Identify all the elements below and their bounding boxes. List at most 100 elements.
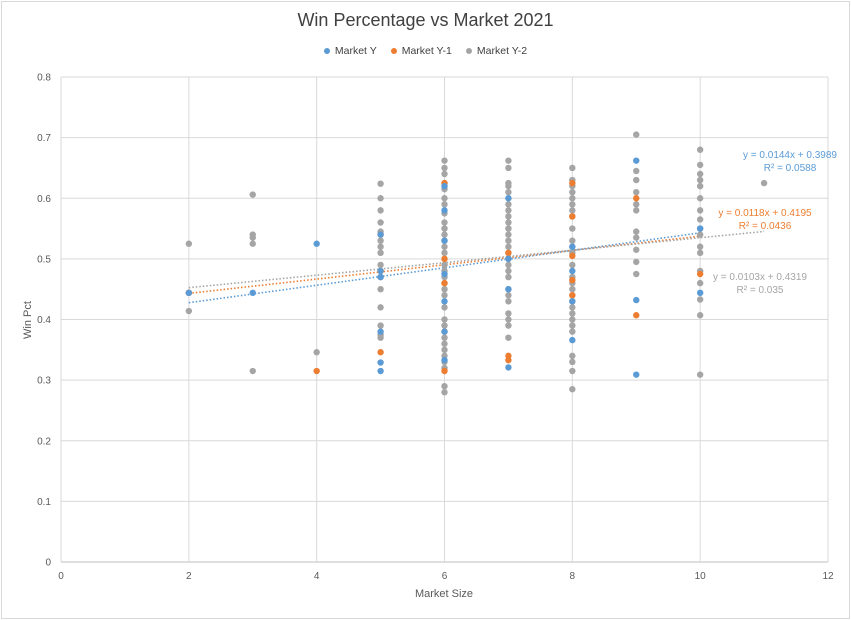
legend-marker-market-y-1 — [390, 48, 397, 54]
data-point-series-0 — [633, 371, 640, 378]
data-point-series-2 — [505, 243, 512, 250]
data-point-series-2 — [633, 167, 640, 175]
data-point-series-2 — [441, 322, 448, 329]
data-point-series-2 — [441, 157, 448, 164]
data-point-series-2 — [249, 367, 256, 375]
data-point-series-2 — [313, 349, 320, 356]
data-point-series-2 — [696, 182, 704, 190]
data-point-series-2 — [633, 131, 640, 138]
legend-label-market-y-2: Market Y-2 — [476, 45, 528, 57]
data-point-series-2 — [505, 316, 512, 323]
data-point-series-2 — [696, 249, 704, 257]
data-point-series-2 — [441, 382, 448, 390]
data-point-series-0 — [313, 240, 320, 247]
data-point-series-2 — [569, 188, 576, 196]
trendlines — [188, 230, 765, 304]
data-point-series-2 — [441, 170, 448, 178]
data-point-series-1 — [633, 195, 640, 202]
data-point-series-2 — [569, 316, 576, 323]
trendline-r2-0: R² = 0.0588 — [764, 163, 817, 174]
data-point-series-2 — [441, 304, 448, 311]
y-tick-label: 0.6 — [37, 194, 51, 205]
data-point-series-2 — [569, 237, 576, 244]
data-point-series-2 — [696, 176, 704, 184]
data-point-series-2 — [249, 234, 256, 241]
x-tick-label: 12 — [822, 571, 834, 582]
data-point-series-2 — [505, 231, 512, 238]
data-point-series-2 — [696, 371, 704, 378]
data-point-series-0 — [441, 298, 448, 305]
data-point-series-2 — [696, 195, 704, 202]
data-point-series-2 — [633, 234, 640, 241]
data-point-series-2 — [441, 231, 448, 238]
data-point-series-2 — [441, 249, 448, 257]
trendline-equation-0: y = 0.0144x + 0.3989 — [743, 150, 837, 161]
legend-label-market-y: Market Y — [334, 45, 377, 57]
data-point-series-2 — [249, 240, 256, 247]
data-point-series-2 — [569, 164, 576, 172]
data-point-series-2 — [377, 180, 384, 187]
trendline-2 — [188, 230, 765, 289]
x-tick-label: 10 — [695, 571, 707, 582]
data-point-series-0 — [441, 182, 448, 190]
data-point-series-2 — [569, 358, 576, 366]
data-point-series-2 — [505, 310, 512, 317]
axes: 0 0.1 0.2 0.3 0.4 0.5 0.6 0.7 0.8 0 2 4 6 8 10 12 — [37, 73, 834, 583]
data-point-series-2 — [185, 307, 193, 315]
data-point-series-1 — [441, 367, 448, 375]
y-tick-label: 0.5 — [37, 254, 51, 265]
data-point-series-1 — [569, 276, 576, 284]
data-point-series-1 — [505, 352, 512, 360]
data-point-series-2 — [441, 243, 448, 250]
data-point-series-0 — [505, 364, 512, 371]
data-point-series-2 — [569, 261, 576, 269]
y-tick-label: 0.8 — [37, 73, 51, 84]
data-point-series-2 — [696, 216, 704, 223]
data-point-series-1 — [633, 312, 640, 319]
data-point-series-2 — [569, 367, 576, 375]
data-point-series-2 — [633, 176, 640, 184]
data-point-series-2 — [569, 386, 576, 393]
trendline-r2-1: R² = 0.0436 — [739, 221, 792, 232]
data-point-series-2 — [696, 161, 704, 169]
data-point-series-0 — [377, 273, 384, 281]
data-point-series-2 — [377, 207, 384, 214]
data-point-series-2 — [377, 304, 384, 311]
data-point-series-0 — [377, 367, 384, 375]
data-point-series-2 — [696, 231, 704, 238]
legend-item-market-y-2: Market Y-2 — [465, 45, 528, 57]
data-point-series-2 — [696, 279, 704, 287]
data-point-series-0 — [249, 289, 256, 297]
data-point-series-2 — [569, 328, 576, 335]
data-point-series-2 — [441, 389, 448, 396]
data-point-series-2 — [569, 322, 576, 329]
x-tick-label: 6 — [442, 571, 448, 582]
data-point-series-2 — [633, 270, 640, 278]
data-point-series-2 — [569, 304, 576, 311]
data-point-series-2 — [505, 334, 512, 341]
data-point-series-2 — [505, 219, 512, 226]
data-point-series-2 — [377, 243, 384, 250]
data-point-series-2 — [377, 261, 384, 269]
data-point-series-0 — [377, 231, 384, 238]
data-point-series-0 — [569, 298, 576, 305]
data-point-series-2 — [696, 296, 704, 303]
data-point-series-1 — [569, 252, 576, 260]
data-point-series-2 — [633, 228, 640, 235]
data-point-series-2 — [760, 179, 768, 187]
data-point-series-2 — [505, 157, 512, 164]
data-point-series-2 — [377, 219, 384, 226]
data-point-series-2 — [696, 207, 704, 214]
data-point-series-2 — [441, 261, 448, 269]
data-point-series-2 — [441, 334, 448, 341]
x-tick-label: 2 — [186, 571, 192, 582]
data-point-series-2 — [505, 261, 512, 269]
data-point-series-2 — [249, 191, 256, 198]
data-point-series-2 — [441, 164, 448, 172]
data-point-series-2 — [569, 195, 576, 202]
data-point-series-2 — [377, 249, 384, 257]
data-point-series-1 — [377, 349, 384, 356]
data-point-series-2 — [377, 334, 384, 341]
data-point-series-2 — [696, 170, 704, 178]
